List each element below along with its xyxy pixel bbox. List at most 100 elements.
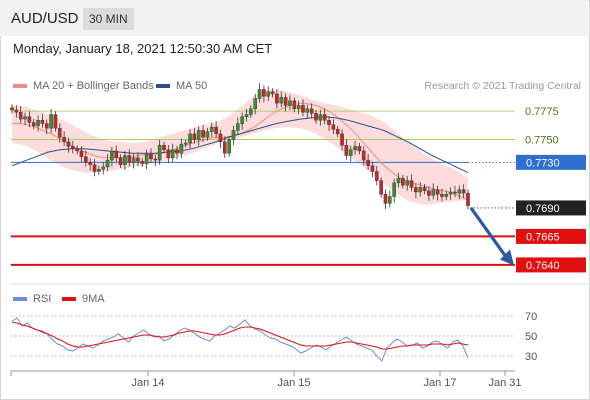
candle-bearish xyxy=(262,89,266,97)
legend-ma50-swatch xyxy=(156,84,170,89)
candle-bullish xyxy=(209,126,214,132)
forecast-arrow-layer xyxy=(469,207,514,266)
candle-bearish xyxy=(401,178,405,186)
x-tick-label: Jan 15 xyxy=(277,377,310,389)
candle-bearish xyxy=(66,141,71,147)
level-support-label: 0.7640 xyxy=(526,260,560,272)
credit-text: Research © 2021 Trading Central xyxy=(424,80,581,92)
candle-bearish xyxy=(383,194,388,204)
candle-bearish xyxy=(153,158,158,161)
candle-bearish xyxy=(57,127,62,138)
level-support-label-box xyxy=(516,228,586,244)
candle-bearish xyxy=(88,162,92,165)
candle-bearish xyxy=(127,155,132,163)
candle-bullish xyxy=(279,97,284,104)
candle-bearish xyxy=(283,97,288,106)
candle-bearish xyxy=(10,107,14,111)
x-axis: Jan 14 Jan 15 Jan 17 Jan 31 xyxy=(10,370,522,389)
datetime-label: Monday, January 18, 2021 12:50:30 AM CET xyxy=(13,41,273,56)
candle-bearish xyxy=(84,156,88,163)
candle-bearish xyxy=(166,149,171,159)
legend-ma20-label: MA 20 + Bollinger Bands xyxy=(33,80,154,92)
candle-bearish xyxy=(222,141,227,154)
candle-bullish xyxy=(296,105,301,110)
candle-bearish xyxy=(270,91,275,95)
candle-bearish xyxy=(340,133,344,146)
timeframe-badge[interactable]: 30 MIN xyxy=(83,8,134,30)
candle-bullish xyxy=(305,108,310,113)
candle-bullish xyxy=(392,182,396,197)
rsi-panel: 30 50 70 xyxy=(11,311,537,363)
candle-bullish xyxy=(97,168,101,172)
candle-bearish xyxy=(440,194,444,197)
legend-ma50: MA 50 xyxy=(156,80,207,92)
candle-bearish xyxy=(409,180,414,188)
candle-bullish xyxy=(418,187,423,193)
candle-bullish xyxy=(431,189,436,196)
candle-bearish xyxy=(275,93,279,104)
candle-bearish xyxy=(214,126,218,135)
level-support-label-box xyxy=(516,257,586,273)
candle-bullish xyxy=(388,196,392,204)
level-resistance-label: 0.7750 xyxy=(525,135,559,147)
candle-bullish xyxy=(23,116,27,120)
candle-bullish xyxy=(266,91,271,97)
rsi-tick-label: 30 xyxy=(525,351,537,363)
x-tick-label: Jan 31 xyxy=(488,377,521,389)
legend-ma50-label: MA 50 xyxy=(176,80,208,92)
candle-bearish xyxy=(366,159,370,166)
candle-bearish xyxy=(361,150,366,161)
level-resistance-label: 0.7775 xyxy=(525,106,559,118)
candle-bearish xyxy=(44,123,49,129)
candle-bullish xyxy=(179,143,184,154)
candle-bearish xyxy=(427,190,431,196)
candle-bearish xyxy=(114,150,119,159)
candle-bullish xyxy=(110,150,114,161)
candle-bearish xyxy=(453,191,457,194)
legend-9ma-swatch xyxy=(62,297,76,302)
legend-ma20-swatch xyxy=(13,84,27,89)
candle-bearish xyxy=(344,145,349,156)
candle-bullish xyxy=(448,191,453,195)
candle-bearish xyxy=(31,122,36,127)
candle-bearish xyxy=(27,116,32,123)
candle-bullish xyxy=(123,155,127,165)
candle-bearish xyxy=(149,154,153,160)
candle-bearish xyxy=(14,109,19,113)
candle-bearish xyxy=(370,165,375,172)
candle-bearish xyxy=(461,189,466,194)
moving-average-layer xyxy=(11,102,469,201)
candle-bearish xyxy=(335,129,340,135)
level-last-label-box xyxy=(516,200,586,216)
legend-rsi-swatch xyxy=(13,297,27,302)
candle-bearish xyxy=(192,133,197,140)
legend-9ma-label: 9MA xyxy=(82,293,105,305)
candle-bullish xyxy=(348,149,353,156)
level-pivot-label-box xyxy=(516,154,586,170)
candle-bullish xyxy=(236,123,240,131)
candle-bearish xyxy=(53,114,58,129)
legend-rsi-label: RSI xyxy=(33,293,52,305)
candle-bearish xyxy=(92,164,97,172)
candle-bullish xyxy=(170,149,175,159)
candle-bullish xyxy=(457,189,462,194)
candle-bullish xyxy=(253,98,258,110)
bollinger-band-fill xyxy=(12,89,468,205)
candle-bearish xyxy=(327,120,331,125)
legend-9ma: 9MA xyxy=(62,293,105,305)
rsi-series-9ma xyxy=(11,321,469,350)
candle-bearish xyxy=(201,130,205,138)
symbol-title: AUD/USD xyxy=(11,10,79,27)
candle-bearish xyxy=(309,108,314,114)
candle-bullish xyxy=(227,139,231,154)
top-bar: AUD/USD 30 MIN xyxy=(0,0,588,36)
candle-bullish xyxy=(205,131,210,138)
candle-bullish xyxy=(131,157,136,163)
candle-bearish xyxy=(62,137,66,143)
candle-bullish xyxy=(188,133,192,144)
candle-bearish xyxy=(118,157,123,165)
candle-bullish xyxy=(105,159,110,168)
level-pivot-label: 0.7730 xyxy=(526,157,560,169)
